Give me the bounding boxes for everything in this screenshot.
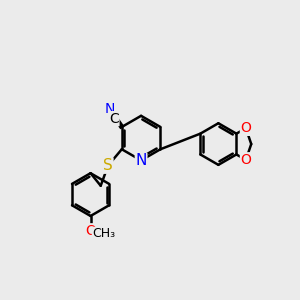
Text: CH₃: CH₃ [92,227,116,240]
Text: C: C [109,112,119,126]
Text: O: O [241,121,251,135]
Text: N: N [104,102,115,116]
Text: O: O [241,153,251,167]
Text: N: N [135,154,147,169]
Text: S: S [103,158,113,173]
Text: O: O [85,224,96,238]
